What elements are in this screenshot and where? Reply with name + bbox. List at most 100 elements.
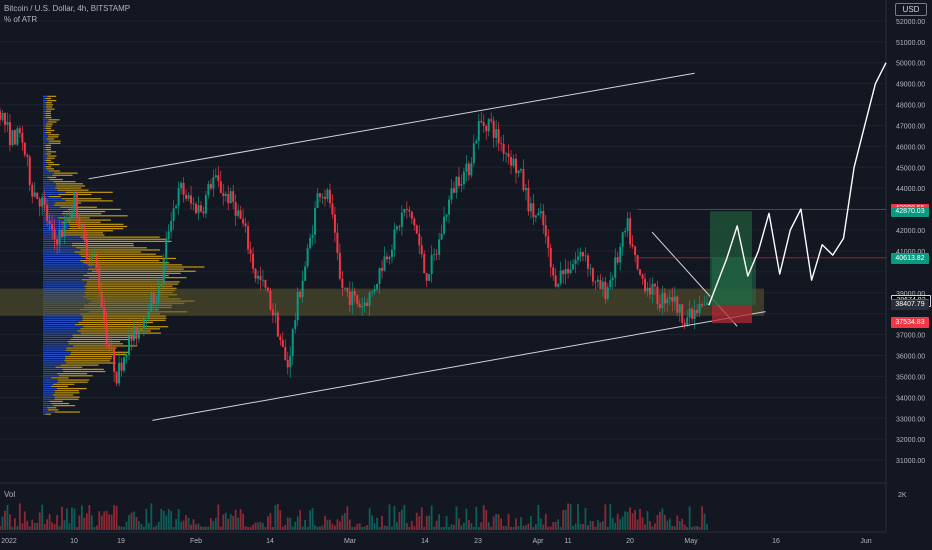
candle-body — [569, 269, 572, 274]
candle-body — [403, 208, 406, 213]
profile-bar — [46, 108, 55, 110]
profile-bar — [43, 323, 75, 326]
volume-bar — [567, 503, 570, 530]
candles — [0, 107, 709, 387]
candle-body — [589, 268, 592, 270]
candle-body — [172, 208, 175, 221]
profile-bar — [43, 377, 52, 379]
candle-body — [304, 266, 307, 281]
profile-bar — [43, 159, 46, 161]
candle-body — [492, 120, 495, 138]
volume-bar — [420, 507, 423, 530]
profile-bar — [43, 343, 69, 345]
profile-bar — [43, 351, 71, 353]
volume-bar — [267, 516, 269, 530]
profile-bar — [48, 170, 61, 172]
volume-bar — [343, 513, 346, 530]
volume-bar — [386, 526, 388, 530]
volume-bar — [192, 519, 195, 530]
volume-bar — [78, 515, 81, 530]
candle-body — [356, 295, 359, 304]
candle-body — [448, 199, 451, 215]
profile-bar — [81, 255, 163, 257]
candle-body — [316, 193, 319, 209]
volume-bar — [435, 520, 438, 530]
volume-bar — [450, 524, 453, 530]
profile-bar — [43, 353, 70, 356]
candle-body — [212, 177, 215, 189]
volume-bar — [1, 516, 4, 530]
volume-bar — [180, 521, 182, 530]
profile-bar — [43, 236, 81, 238]
volume-bar — [490, 526, 493, 530]
volume-bar — [378, 526, 381, 530]
candle-body — [48, 220, 51, 224]
candle-body — [676, 296, 679, 313]
profile-bar — [43, 407, 48, 409]
volume-bar — [4, 510, 6, 530]
profile-bar — [43, 326, 84, 328]
volume-bar — [587, 525, 589, 530]
volume-bar — [38, 512, 41, 530]
volume-bar — [269, 513, 272, 530]
profile-bar — [83, 274, 169, 277]
volume-bars — [0, 503, 708, 530]
volume-bar — [443, 526, 445, 530]
profile-bar — [47, 176, 57, 179]
profile-bar — [80, 236, 160, 238]
candle-body — [686, 317, 689, 325]
candle-body — [564, 268, 567, 275]
price-tick-label: 33000.00 — [896, 416, 925, 423]
profile-bar — [43, 277, 89, 279]
profile-bar — [43, 409, 48, 411]
candle-body — [653, 283, 656, 287]
profile-bar — [43, 390, 55, 392]
candle-body — [68, 217, 71, 222]
candle-body — [65, 221, 68, 223]
candle-body — [500, 143, 503, 145]
time-tick-label: Apr — [533, 538, 545, 545]
profile-bar — [70, 351, 130, 353]
candle-body — [51, 223, 54, 230]
price-tick-label: 41000.00 — [896, 249, 925, 256]
candle-body — [61, 229, 64, 237]
profile-bar — [43, 170, 49, 172]
profile-bar — [43, 153, 46, 155]
volume-bar — [197, 523, 200, 530]
profile-bar — [55, 202, 82, 204]
volume-bar — [90, 515, 93, 530]
profile-bar — [43, 279, 82, 281]
profile-bar — [43, 157, 47, 159]
profile-bar — [43, 358, 65, 360]
volume-bar — [510, 527, 512, 530]
profile-bar — [43, 198, 62, 200]
volume-bar — [654, 523, 656, 530]
profile-bar — [52, 394, 74, 396]
profile-bar — [45, 144, 51, 147]
volume-bar — [356, 523, 359, 530]
profile-bar — [86, 283, 179, 285]
volume-bar — [594, 526, 597, 530]
profile-bar — [43, 387, 57, 390]
volume-bar — [525, 525, 527, 530]
candle-body — [261, 279, 264, 281]
candle-body — [214, 175, 217, 178]
candle-body — [353, 291, 356, 296]
candle-body — [93, 255, 96, 256]
candle-body — [698, 303, 701, 313]
volume-bar — [529, 516, 532, 530]
volume-bar — [686, 526, 689, 530]
candle-body — [574, 259, 577, 265]
profile-bar — [43, 227, 69, 230]
volume-bar — [492, 516, 495, 530]
profile-bar — [65, 191, 113, 193]
price-tag: 42870.03 — [891, 206, 929, 217]
profile-bar — [43, 287, 86, 289]
candle-body — [162, 259, 165, 285]
candle-body — [244, 223, 247, 227]
volume-bar — [9, 514, 11, 530]
volume-bar — [482, 505, 485, 530]
currency-button[interactable]: USD — [895, 3, 927, 16]
profile-bar — [43, 155, 48, 157]
